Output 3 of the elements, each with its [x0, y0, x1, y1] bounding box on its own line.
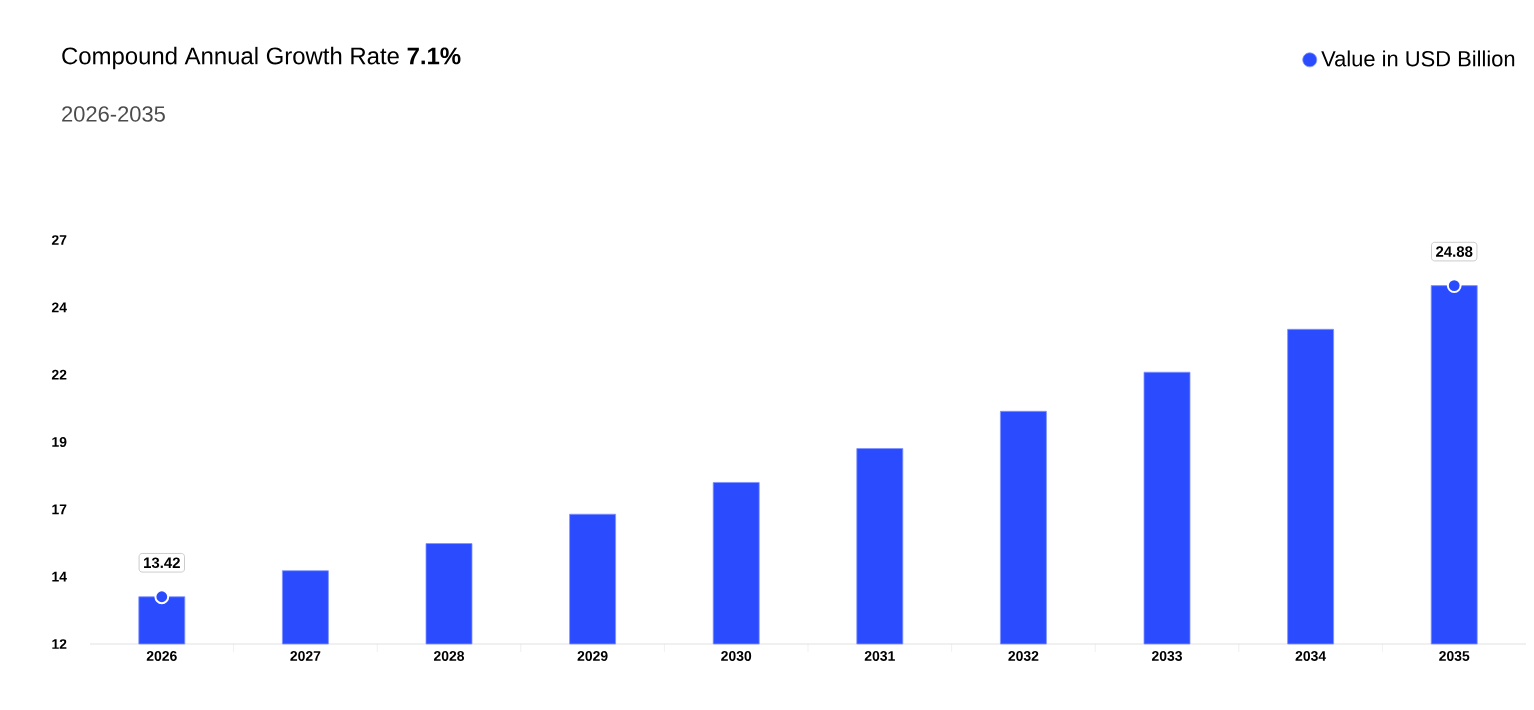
chart-title: Compound Annual Growth Rate 7.1% — [62, 46, 461, 70]
legend-label: Value in USD Billion — [1321, 50, 1515, 67]
chart-subtitle: 2026-2035 — [62, 106, 165, 122]
